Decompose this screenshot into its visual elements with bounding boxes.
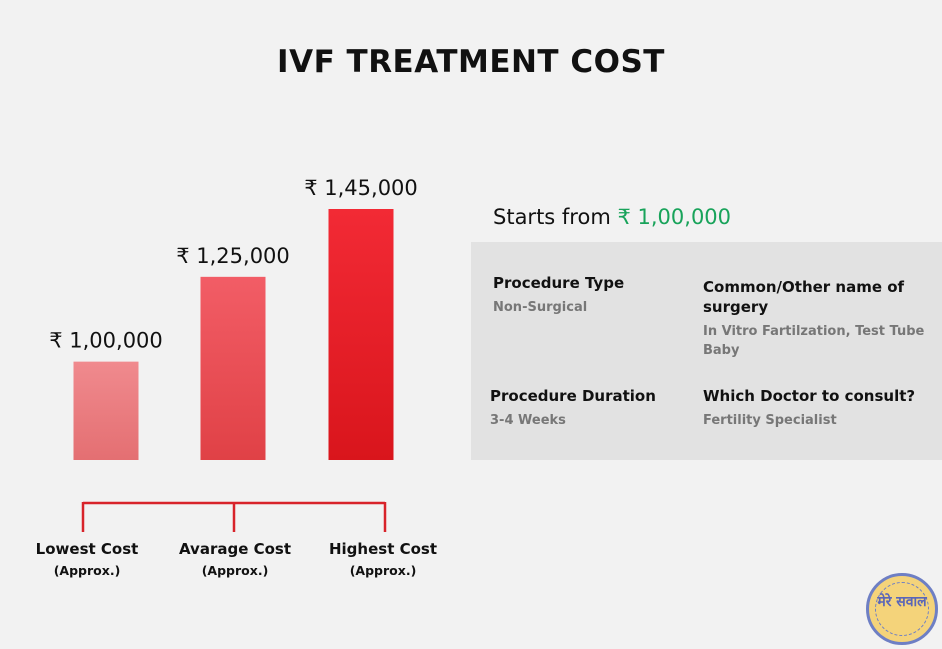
category-sublabel-3: (Approx.) — [350, 563, 417, 578]
procedure-type-cell: Procedure Type Non-Surgical — [493, 273, 683, 317]
category-sublabel-1: (Approx.) — [54, 563, 121, 578]
starts-prefix: Starts from — [493, 205, 618, 229]
category-label-3: Highest Cost — [329, 540, 437, 558]
doctor-cell: Which Doctor to consult? Fertility Speci… — [703, 386, 938, 430]
starts-amount: ₹ 1,00,000 — [617, 205, 732, 229]
category-sublabel-2: (Approx.) — [202, 563, 269, 578]
bar-value-label-1: ₹ 1,00,000 — [49, 329, 163, 353]
duration-cell: Procedure Duration 3-4 Weeks — [490, 386, 690, 430]
procedure-type-value: Non-Surgical — [493, 300, 588, 315]
mere-sawal-logo-icon: मेरे सवाल — [866, 573, 938, 645]
logo-ring — [875, 582, 929, 636]
doctor-label: Which Doctor to consult? — [703, 387, 916, 405]
other-name-value: In Vitro Fartilzation, Test Tube Baby — [703, 324, 925, 358]
bar-1 — [73, 361, 139, 460]
category-label-2: Avarage Cost — [179, 540, 291, 558]
starts-from-text: Starts from ₹ 1,00,000 — [493, 205, 731, 229]
bar-value-label-2: ₹ 1,25,000 — [176, 244, 290, 268]
doctor-value: Fertility Specialist — [703, 413, 837, 428]
category-label-1: Lowest Cost — [36, 540, 139, 558]
other-name-label: Common/Other name of surgery — [703, 278, 905, 316]
bar-3 — [328, 209, 394, 460]
bar-value-label-3: ₹ 1,45,000 — [304, 176, 418, 200]
procedure-type-label: Procedure Type — [493, 274, 625, 292]
bar-2 — [200, 276, 266, 460]
info-panel: Procedure Type Non-Surgical Common/Other… — [471, 242, 942, 460]
other-name-cell: Common/Other name of surgery In Vitro Fa… — [703, 277, 928, 360]
page-title: IVF TREATMENT COST — [277, 44, 665, 80]
duration-value: 3-4 Weeks — [490, 413, 566, 428]
duration-label: Procedure Duration — [490, 387, 656, 405]
logo-text: मेरे सवाल — [877, 594, 927, 610]
